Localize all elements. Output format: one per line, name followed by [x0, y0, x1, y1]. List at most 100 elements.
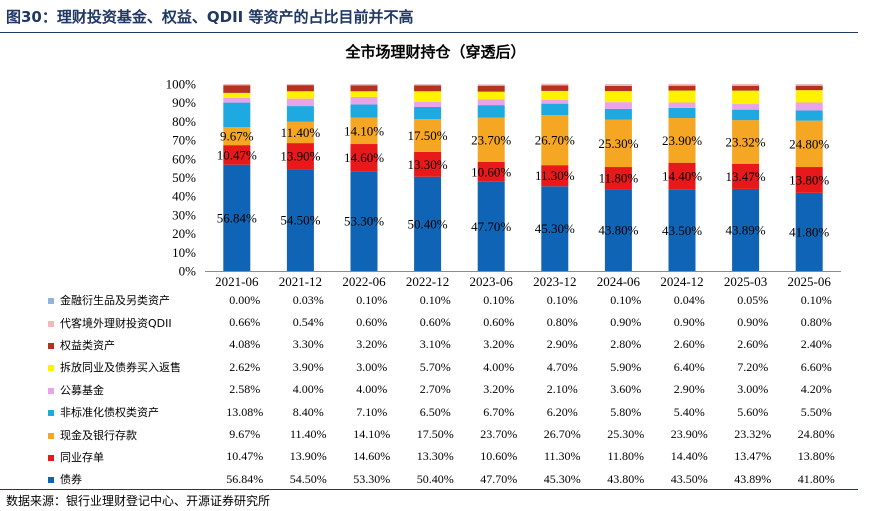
table-cell: 26.70%	[543, 427, 581, 442]
bar-segment	[732, 104, 760, 110]
bar-segment	[477, 105, 505, 118]
table-cell: 2.10%	[546, 382, 578, 397]
bar-segment	[477, 84, 505, 86]
table-cell: 0.10%	[356, 292, 388, 307]
table-cell: 3.90%	[292, 359, 324, 374]
bar-segment	[350, 91, 378, 97]
y-tick-label: 90%	[172, 95, 196, 110]
table-cell: 6.60%	[800, 359, 832, 374]
bar-segment	[668, 84, 696, 86]
legend-entry: 现金及银行存款	[48, 423, 213, 445]
bar-data-label: 10.47%	[217, 147, 257, 162]
table-cell: 0.90%	[737, 315, 769, 330]
x-tick-label: 2025-06	[788, 274, 832, 289]
table-row: 债券 56.84% 54.50% 53.30% 50.40% 47.70% 45.30% 43…	[48, 468, 848, 490]
table-cell: 2.70%	[419, 382, 451, 397]
bar-segment	[223, 92, 251, 98]
legend-entry: 权益类资产	[48, 334, 213, 356]
bar-segment	[286, 84, 314, 86]
table-cell: 23.32%	[734, 427, 772, 442]
table-cell: 0.10%	[483, 292, 515, 307]
y-tick-label: 10%	[172, 245, 196, 260]
legend-entry: 金融衍生品及另类资产	[48, 289, 213, 311]
table-cell: 0.10%	[546, 292, 578, 307]
table-cell: 14.40%	[670, 449, 708, 464]
table-cell: 43.80%	[607, 471, 645, 486]
legend-label: 拆放同业及债券买入返售	[60, 361, 181, 375]
table-cell: 14.10%	[353, 427, 391, 442]
table-cell: 4.00%	[292, 382, 324, 397]
bar-segment	[350, 144, 378, 172]
table-cell: 24.80%	[797, 427, 835, 442]
bar-segment	[286, 143, 314, 170]
table-cell: 4.20%	[800, 382, 832, 397]
bar-segment	[414, 101, 442, 108]
table-cell: 11.80%	[607, 449, 645, 464]
bar-data-label: 23.90%	[662, 133, 702, 148]
legend-swatch	[48, 410, 54, 417]
table-cell: 4.08%	[229, 337, 261, 352]
bar-data-label: 11.40%	[281, 125, 321, 140]
bar-segment	[668, 85, 696, 91]
bar-data-label: 41.80%	[789, 224, 829, 239]
table-cell: 2.60%	[673, 337, 705, 352]
bar-data-label: 10.60%	[471, 164, 511, 179]
table-cell: 53.30%	[353, 471, 391, 486]
x-tick-label: 2021-06	[215, 274, 259, 289]
bar-segment	[732, 163, 760, 189]
bar-segment	[350, 117, 378, 145]
bar-segment	[668, 102, 696, 108]
bar-segment	[795, 102, 823, 111]
bar-segment	[604, 85, 632, 92]
legend-label: 公募基金	[60, 383, 104, 397]
x-tick-label: 2025-03	[724, 274, 767, 289]
x-tick-label: 2024-12	[660, 274, 703, 289]
bar-segment	[414, 176, 442, 271]
bar-segment	[795, 167, 823, 193]
x-tick-label: 2023-12	[533, 274, 576, 289]
bar-segment	[541, 99, 569, 104]
table-cell: 3.10%	[419, 337, 451, 352]
bar-segment	[414, 91, 442, 102]
bar-segment	[414, 151, 442, 177]
bar-data-label: 25.30%	[598, 136, 638, 151]
bar-data-label: 23.70%	[471, 132, 511, 147]
table-cell: 6.50%	[419, 404, 451, 419]
bar-segment	[604, 108, 632, 120]
table-cell: 13.90%	[289, 449, 327, 464]
legend-entry: 拆放同业及债券买入返售	[48, 356, 213, 378]
legend-label: 权益类资产	[60, 338, 115, 352]
table-cell: 6.40%	[673, 359, 705, 374]
bar-data-label: 53.30%	[344, 214, 384, 229]
table-row: 同业存单 10.47% 13.90% 14.60% 13.30% 10.60% 11.30%…	[48, 446, 848, 468]
table-cell: 0.10%	[800, 292, 832, 307]
table-cell: 0.60%	[483, 315, 515, 330]
y-tick-label: 80%	[172, 114, 196, 129]
table-cell: 4.70%	[546, 359, 578, 374]
legend-swatch	[48, 342, 54, 349]
bar-segment	[223, 97, 251, 103]
bar-data-label: 43.50%	[662, 223, 702, 238]
table-cell: 2.60%	[737, 337, 769, 352]
table-cell: 3.20%	[356, 337, 388, 352]
bar-segment	[286, 106, 314, 122]
legend-entry: 代客境外理财投资QDII	[48, 311, 213, 333]
legend-label: 同业存单	[60, 450, 104, 464]
bar-data-label: 24.80%	[789, 136, 829, 151]
footer-divider	[0, 489, 858, 490]
bar-data-label: 43.89%	[726, 222, 766, 237]
bar-data-label: 43.80%	[598, 223, 638, 238]
table-cell: 0.90%	[610, 315, 642, 330]
table-cell: 43.89%	[734, 471, 772, 486]
bar-segment	[477, 91, 505, 100]
legend-swatch	[48, 298, 54, 305]
legend-entry: 公募基金	[48, 379, 213, 401]
table-cell: 10.47%	[226, 449, 264, 464]
bar-data-label: 9.67%	[220, 129, 254, 144]
bar-data-label: 14.10%	[344, 123, 384, 138]
y-tick-label: 60%	[172, 151, 196, 166]
legend-swatch	[48, 365, 54, 372]
bar-data-label: 13.80%	[789, 172, 829, 187]
y-tick-label: 100%	[166, 77, 197, 92]
legend-label: 非标准化债权类资产	[60, 406, 159, 420]
